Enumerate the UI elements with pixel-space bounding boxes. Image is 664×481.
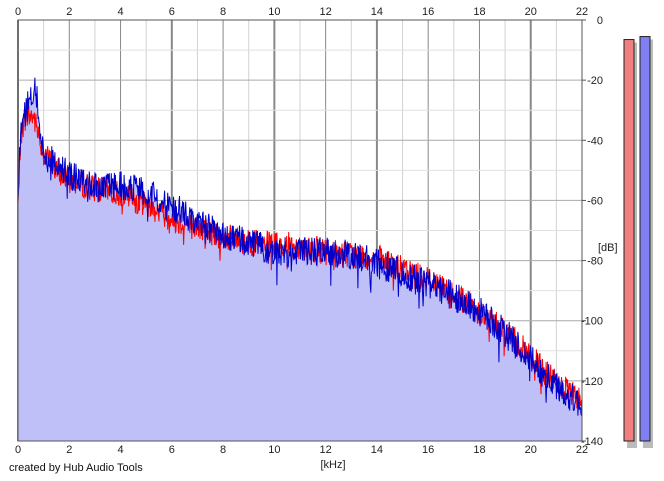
x-tick-label-top: 18 — [473, 6, 485, 18]
series-line-blue — [17, 77, 583, 416]
credit-text: created by Hub Audio Tools — [9, 462, 143, 474]
x-ticks-top: 0 2 4 6 8 10 12 14 16 18 20 22 — [15, 6, 588, 18]
x-tick-label-bottom: 4 — [117, 444, 123, 456]
x-tick-label-top: 16 — [422, 6, 434, 18]
y-tick-label: -140 — [581, 436, 603, 448]
x-tick-label-bottom: 22 — [576, 444, 588, 456]
x-tick-label-bottom: 0 — [15, 444, 21, 456]
x-tick-label-bottom: 16 — [422, 444, 434, 456]
x-tick-label-top: 4 — [117, 6, 123, 18]
x-tick-label-top: 2 — [66, 6, 72, 18]
x-tick-label-top: 20 — [525, 6, 537, 18]
x-tick-label-top: 10 — [268, 6, 280, 18]
x-ticks-bottom: 0 2 4 6 8 10 12 14 16 18 20 22 — [15, 444, 588, 456]
x-tick-label-bottom: 12 — [320, 444, 332, 456]
x-tick-label-bottom: 14 — [371, 444, 383, 456]
x-tick-label-top: 6 — [169, 6, 175, 18]
plot-frame — [17, 19, 583, 442]
x-tick-label-bottom: 18 — [473, 444, 485, 456]
y-tick-label: -120 — [581, 376, 603, 388]
y-tick-label: -40 — [587, 135, 603, 147]
y-axis-label: [dB] — [598, 242, 618, 254]
x-tick-label-bottom: 6 — [169, 444, 175, 456]
x-tick-label-bottom: 2 — [66, 444, 72, 456]
y-ticks: 0 -20 -40 -60 -80 -100 -120 -140 — [581, 15, 603, 448]
x-tick-label-bottom: 8 — [220, 444, 226, 456]
y-tick-label: -80 — [587, 256, 603, 268]
x-tick-label-top: 22 — [576, 6, 588, 18]
y-tick-label: -60 — [587, 195, 603, 207]
level-meter-left — [623, 39, 635, 442]
level-meters — [623, 36, 653, 449]
x-axis-label: [kHz] — [320, 459, 345, 471]
level-meter-right — [639, 36, 651, 442]
x-tick-label-top: 12 — [320, 6, 332, 18]
x-tick-label-top: 14 — [371, 6, 383, 18]
x-tick-label-bottom: 10 — [268, 444, 280, 456]
y-tick-label: -20 — [587, 75, 603, 87]
x-tick-label-top: 0 — [15, 6, 21, 18]
y-tick-label: -100 — [581, 316, 603, 328]
x-tick-label-bottom: 20 — [525, 444, 537, 456]
x-tick-label-top: 8 — [220, 6, 226, 18]
y-tick-label: 0 — [597, 15, 603, 27]
